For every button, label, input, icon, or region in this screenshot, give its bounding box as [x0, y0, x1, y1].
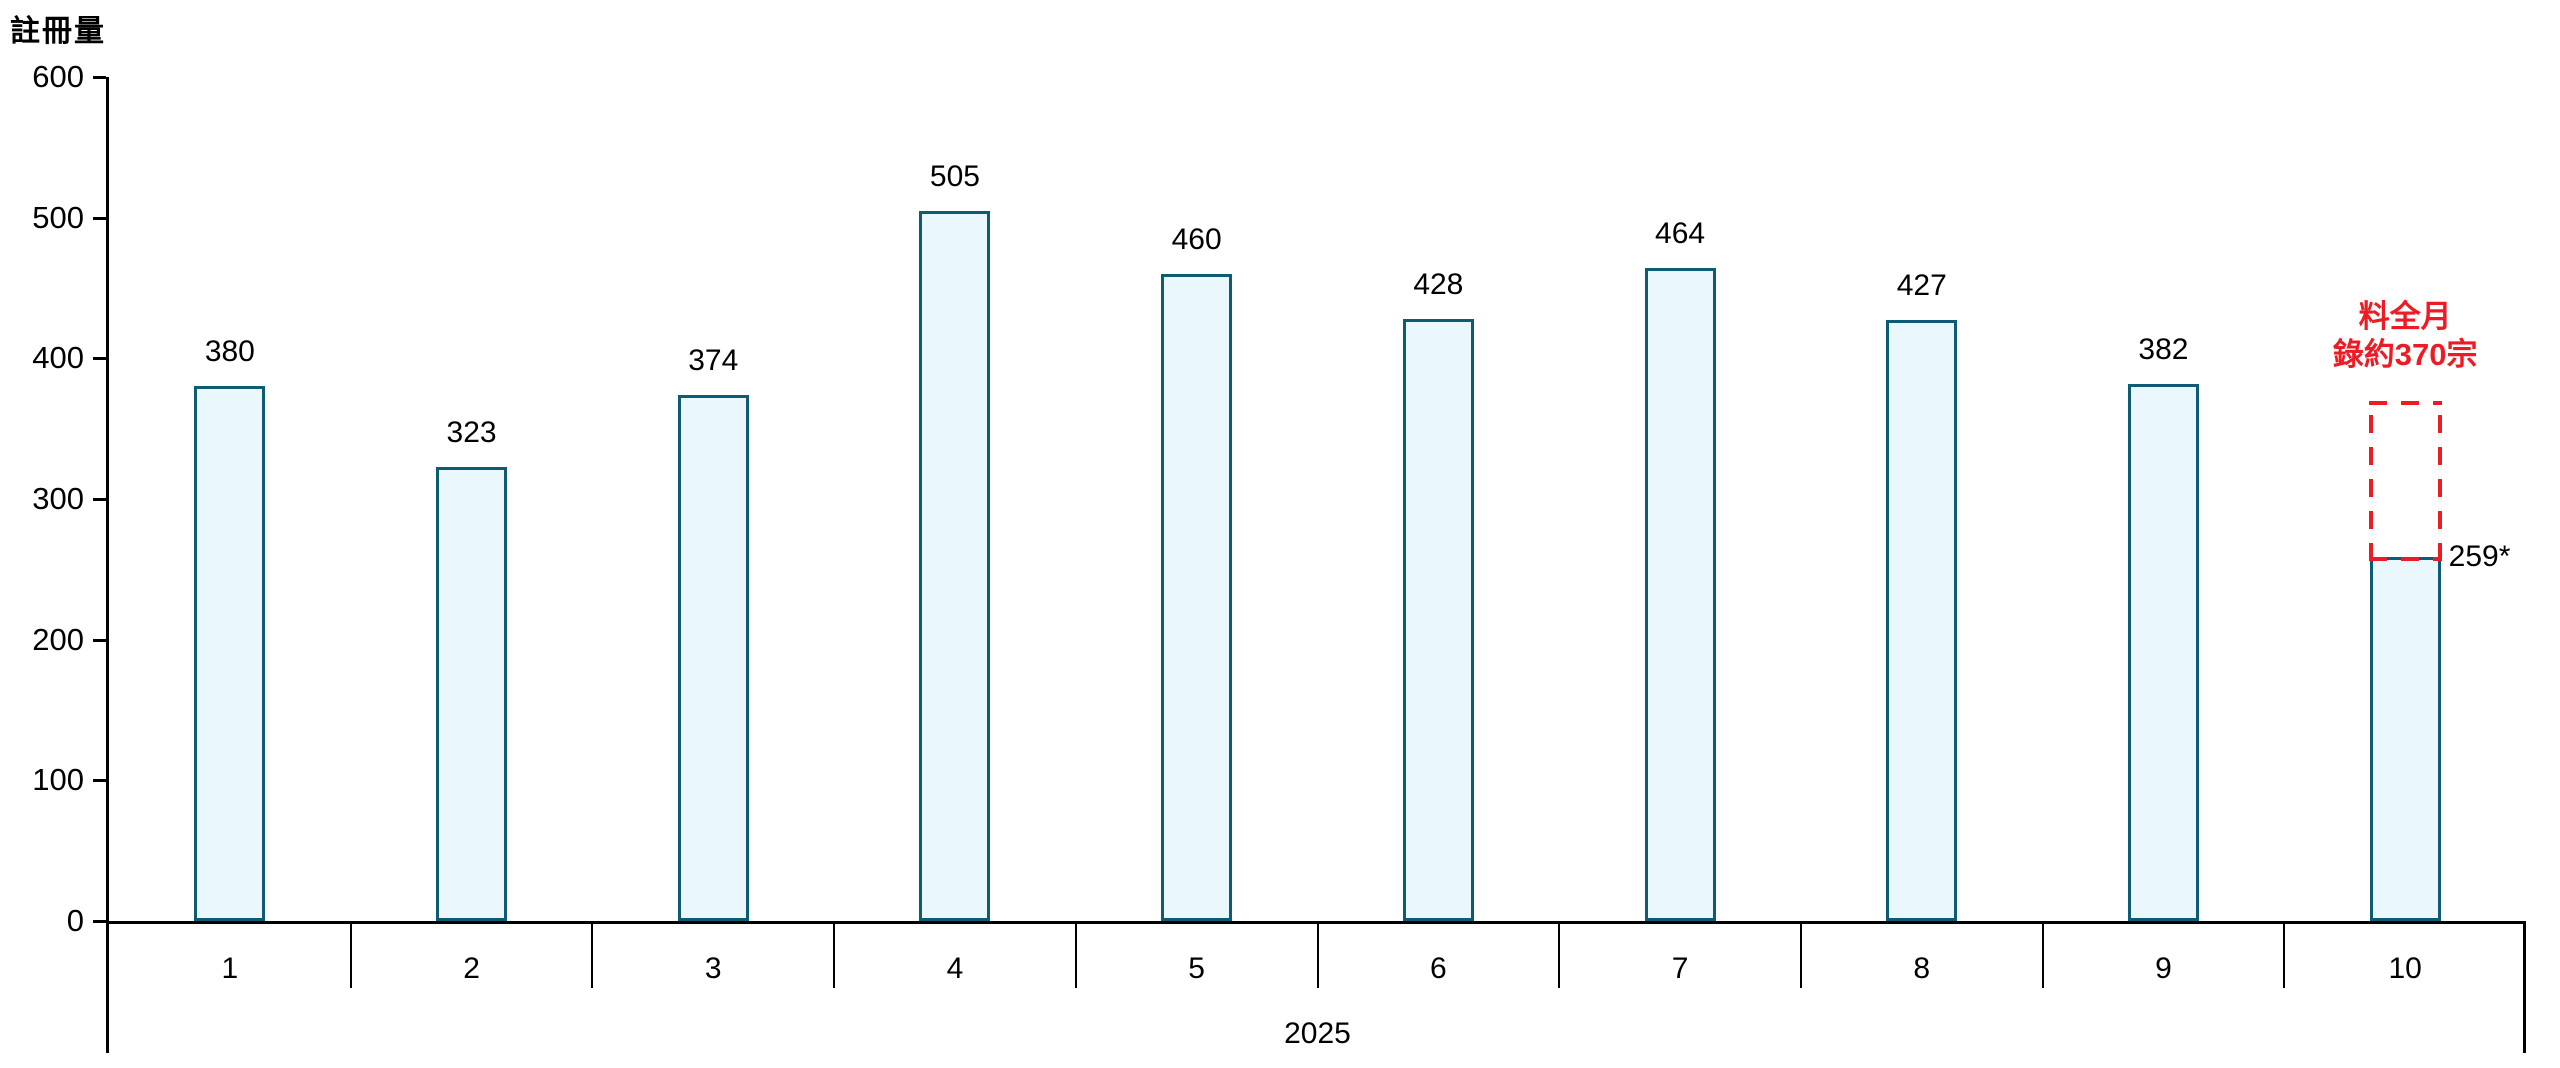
bar-value-label: 505: [929, 159, 980, 193]
y-axis-tick: [93, 638, 106, 642]
month-label: 2: [463, 952, 480, 985]
bar-value-label: 427: [1896, 269, 1947, 303]
forecast-annotation-line2: 錄約370宗: [2332, 337, 2478, 372]
forecast-annotation: 料全月 錄約370宗: [2240, 298, 2560, 374]
chart-title: 註冊量: [10, 15, 106, 48]
bar-value-label: 460: [1171, 222, 1222, 256]
bar-month-4: [919, 210, 991, 921]
y-axis-tick: [93, 76, 106, 79]
month-label: 5: [1188, 952, 1205, 985]
bar-month-7: [1644, 268, 1716, 921]
category-bracket-right: [2523, 921, 2526, 1053]
category-separator: [349, 921, 352, 988]
y-axis-tick: [93, 357, 106, 361]
bar-value-label: 464: [1655, 217, 1706, 251]
x-axis-line: [106, 921, 2526, 924]
bar-value-label: 323: [446, 415, 497, 449]
category-separator: [1558, 921, 1561, 988]
forecast-annotation-line1: 料全月: [2358, 299, 2452, 334]
bar-value-label: 380: [204, 335, 255, 369]
y-axis-tick: [93, 779, 106, 783]
bar-month-5: [1161, 273, 1233, 921]
category-separator: [2041, 921, 2044, 988]
bar-month-8: [1886, 320, 1958, 921]
y-axis-tick-label: 0: [66, 903, 84, 938]
bar-month-1: [194, 386, 266, 921]
category-separator: [1799, 921, 1802, 988]
month-label: 9: [2155, 952, 2172, 985]
category-separator: [1316, 921, 1319, 988]
bar-month-3: [677, 394, 749, 921]
year-label: 2025: [1284, 1017, 1351, 1050]
bar-month-9: [2127, 383, 2199, 921]
y-axis-tick: [93, 216, 106, 220]
month-label: 4: [946, 952, 964, 985]
y-axis-tick-label: 500: [32, 199, 84, 235]
y-axis-tick: [93, 920, 106, 923]
category-separator: [1074, 921, 1077, 988]
y-axis-tick-label: 200: [32, 621, 84, 657]
y-axis-tick-label: 100: [32, 762, 84, 798]
y-axis-tick-label: 400: [32, 340, 84, 376]
month-label: 8: [1913, 952, 1931, 985]
category-separator: [2283, 921, 2286, 988]
bar-value-label: 382: [2138, 332, 2189, 366]
bar-month-10: [2369, 556, 2441, 921]
month-label: 7: [1671, 952, 1689, 985]
y-axis-line: [106, 77, 109, 1053]
bar-month-6: [1402, 318, 1474, 921]
month-label: 3: [704, 952, 722, 985]
bar-month-2: [436, 466, 508, 921]
month-label: 6: [1430, 952, 1447, 985]
bar-value-label: 428: [1413, 267, 1464, 301]
y-axis-tick-label: 600: [32, 59, 84, 94]
bar-value-label: 374: [688, 343, 739, 377]
y-axis-tick-label: 300: [32, 481, 84, 516]
forecast-dashed-box: [2368, 400, 2442, 561]
month-label: 10: [2388, 952, 2422, 985]
month-label: 1: [221, 952, 239, 985]
y-axis-tick: [93, 498, 106, 501]
category-separator: [833, 921, 836, 988]
bar-value-label-partial: 259*: [2448, 539, 2511, 573]
category-separator: [591, 921, 594, 988]
